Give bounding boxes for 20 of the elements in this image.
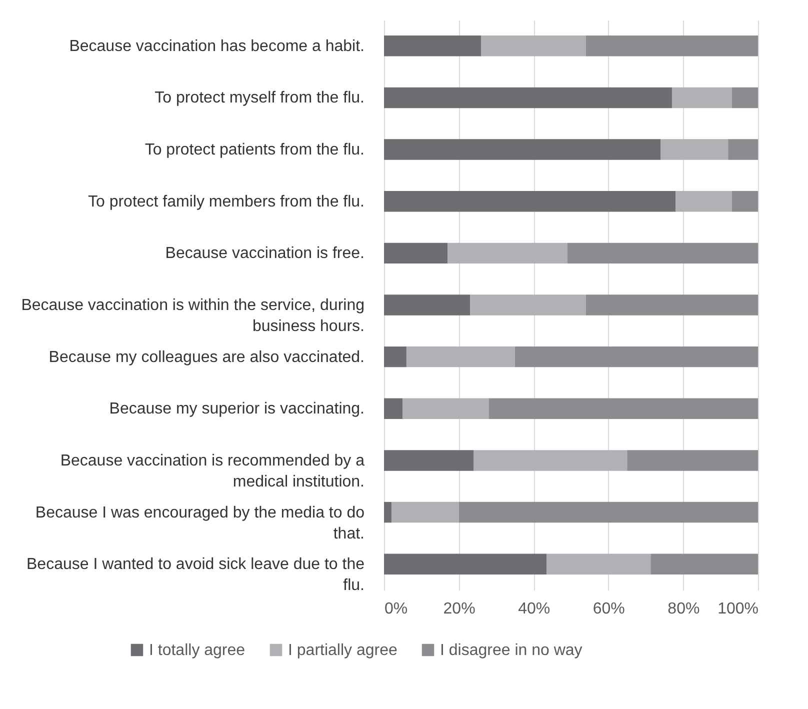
x-tick-label: 40% <box>518 600 550 618</box>
legend-label: I disagree in no way <box>440 642 582 659</box>
y-tick-label: To protect patients from the flu. <box>144 142 364 159</box>
y-tick-label: Because vaccination has become a habit. <box>69 38 364 55</box>
y-tick-label: Because my superior is vaccinating. <box>109 400 364 418</box>
legend-label: I totally agree <box>149 642 246 659</box>
y-tick-label: Because I wanted to avoid sick leave due to the flu. <box>26 556 365 594</box>
y-tick-label: Because vaccination is within the service, during business hours. <box>21 297 364 335</box>
x-tick-label: 100% <box>718 600 758 618</box>
y-tick-label: Because vaccination is recommended by a medical institution. <box>60 452 365 490</box>
y-tick-label: Because my colleagues are also vaccinated. <box>48 348 364 366</box>
x-tick-label: 60% <box>592 600 625 618</box>
y-tick-label: To protect myself from the flu. <box>154 90 364 107</box>
legend-label: I partially agree <box>288 642 398 659</box>
x-tick-label: 0% <box>384 600 408 618</box>
y-tick-label: Because vaccination is free. <box>165 245 364 262</box>
x-tick-label: 20% <box>443 600 476 618</box>
y-tick-label: Because I was encouraged by the media to do that. <box>35 504 365 542</box>
x-tick-label: 80% <box>668 600 700 618</box>
y-tick-label: To protect family members from the flu. <box>88 193 364 210</box>
